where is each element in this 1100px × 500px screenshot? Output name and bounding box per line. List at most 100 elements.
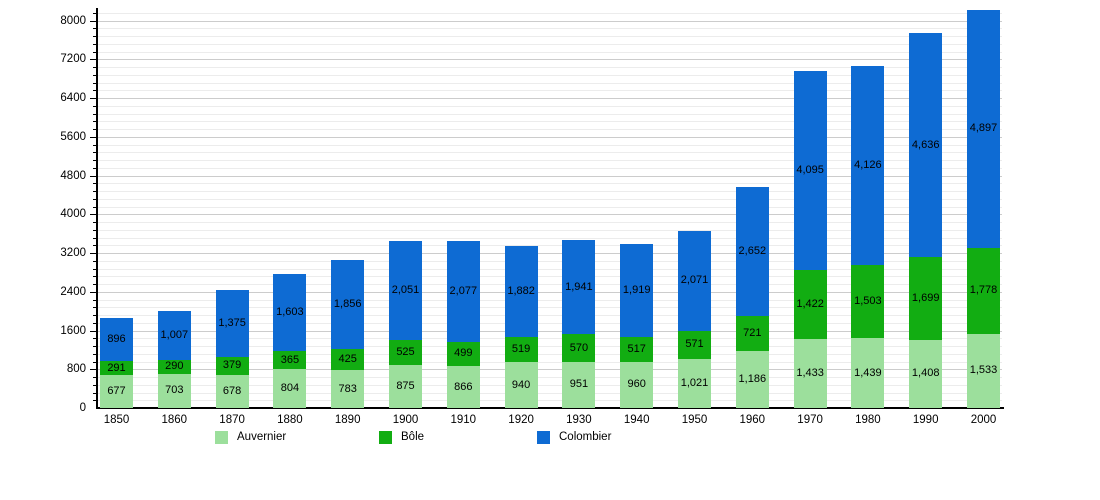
y-minor-tick bbox=[93, 12, 97, 14]
y-axis-label: 800 bbox=[66, 363, 86, 376]
segment-value-label: 783 bbox=[338, 382, 357, 395]
y-minor-tick bbox=[93, 74, 97, 76]
segment-bole-1940: 517 bbox=[620, 336, 654, 362]
segment-value-label: 571 bbox=[685, 338, 704, 351]
y-major-tick bbox=[90, 136, 97, 138]
y-major-tick bbox=[90, 369, 97, 371]
segment-colombier-1850: 896 bbox=[100, 317, 133, 362]
y-minor-tick bbox=[93, 299, 97, 301]
segment-bole-1970: 1,422 bbox=[793, 269, 827, 339]
gridline-minor bbox=[97, 353, 1002, 355]
segment-colombier-1990: 4,636 bbox=[909, 32, 943, 258]
y-axis-label: 2400 bbox=[60, 285, 86, 298]
x-axis-label: 1950 bbox=[681, 414, 708, 426]
segment-value-label: 4,636 bbox=[911, 138, 940, 151]
segment-value-label: 1,603 bbox=[276, 305, 304, 318]
y-minor-tick bbox=[93, 82, 97, 84]
y-major-tick bbox=[90, 98, 97, 99]
gridline-minor bbox=[97, 43, 1002, 45]
bar-1940: 1,919 517 960 bbox=[620, 243, 654, 408]
segment-value-label: 1,439 bbox=[854, 366, 882, 379]
segment-colombier-1920: 1,882 bbox=[504, 246, 538, 338]
bar-1990: 4,636 1,699 1,408 bbox=[909, 32, 943, 408]
bar-2000: 4,897 1,778 1,533 bbox=[967, 10, 1000, 408]
gridline-minor bbox=[97, 237, 1002, 239]
gridline-minor bbox=[97, 82, 1002, 84]
gridline-minor bbox=[97, 299, 1002, 301]
bole-swatch-icon bbox=[379, 430, 392, 444]
y-major-tick bbox=[90, 20, 97, 22]
segment-auvernier-1960: 1,186 bbox=[735, 350, 769, 408]
segment-value-label: 425 bbox=[338, 353, 357, 366]
y-axis-label: 0 bbox=[79, 402, 86, 414]
segment-auvernier-2000: 1,533 bbox=[967, 333, 1000, 408]
y-minor-tick bbox=[93, 51, 97, 53]
x-axis-label: 1930 bbox=[566, 414, 592, 426]
y-minor-tick bbox=[93, 28, 97, 30]
x-axis-label: 1860 bbox=[161, 414, 188, 426]
y-minor-tick bbox=[93, 315, 97, 316]
segment-bole-1910: 499 bbox=[446, 341, 480, 367]
segment-value-label: 1,375 bbox=[218, 316, 246, 329]
y-minor-tick bbox=[93, 160, 97, 161]
segment-auvernier-1850: 677 bbox=[100, 375, 133, 408]
gridline-minor bbox=[97, 28, 1002, 30]
legend-item-auvernier: Auvernier bbox=[215, 430, 286, 444]
segment-auvernier-1860: 703 bbox=[157, 373, 191, 408]
gridline-minor bbox=[97, 384, 1002, 386]
segment-value-label: 721 bbox=[743, 326, 762, 339]
bar-1930: 1,941 570 951 bbox=[562, 240, 596, 408]
segment-bole-1920: 519 bbox=[504, 337, 538, 363]
bar-1960: 2,652 721 1,186 bbox=[735, 187, 769, 408]
x-axis-label: 1890 bbox=[334, 414, 361, 426]
legend-label-auvernier: Auvernier bbox=[237, 431, 287, 443]
gridline-minor bbox=[97, 167, 1002, 169]
y-minor-tick bbox=[93, 152, 97, 154]
x-axis-label: 2000 bbox=[970, 414, 997, 426]
gridline-major bbox=[97, 59, 1002, 61]
gridline-major bbox=[97, 214, 1002, 216]
y-major-tick bbox=[90, 59, 97, 61]
y-minor-tick bbox=[93, 276, 97, 278]
segment-value-label: 1,021 bbox=[680, 376, 709, 389]
segment-value-label: 2,077 bbox=[449, 285, 478, 298]
y-major-tick bbox=[90, 175, 97, 177]
gridline-minor bbox=[97, 113, 1002, 115]
segment-value-label: 1,778 bbox=[969, 284, 998, 297]
y-axis-label: 8000 bbox=[60, 14, 86, 27]
bar-1860: 1,007 290 703 bbox=[157, 311, 191, 408]
gridline-minor bbox=[97, 276, 1002, 278]
x-axis-label: 1990 bbox=[912, 414, 939, 426]
gridline-minor bbox=[97, 67, 1002, 68]
gridline-major bbox=[97, 136, 1002, 138]
y-minor-tick bbox=[93, 229, 97, 231]
segment-colombier-1890: 1,856 bbox=[331, 259, 365, 350]
segment-bole-1930: 570 bbox=[562, 334, 596, 362]
gridline-major bbox=[97, 369, 1002, 371]
y-axis-label: 6400 bbox=[60, 92, 86, 104]
y-axis-label: 5600 bbox=[60, 130, 86, 143]
x-axis-label: 1880 bbox=[277, 414, 303, 426]
segment-bole-2000: 1,778 bbox=[967, 247, 1000, 334]
gridline-minor bbox=[97, 222, 1002, 223]
legend-item-bole: Bôle bbox=[379, 430, 424, 444]
gridline-major bbox=[97, 253, 1002, 254]
gridline-minor bbox=[97, 392, 1002, 394]
segment-colombier-1910: 2,077 bbox=[446, 241, 480, 342]
segment-auvernier-1920: 940 bbox=[504, 362, 538, 408]
y-minor-tick bbox=[93, 222, 97, 223]
segment-colombier-1940: 1,919 bbox=[620, 243, 654, 337]
y-minor-tick bbox=[93, 198, 97, 200]
segment-value-label: 4,095 bbox=[796, 164, 824, 177]
y-minor-tick bbox=[93, 361, 97, 363]
y-minor-tick bbox=[93, 113, 97, 115]
x-axis-label: 1970 bbox=[797, 414, 823, 426]
y-minor-tick bbox=[93, 191, 97, 192]
segment-value-label: 519 bbox=[511, 343, 531, 356]
gridline-minor bbox=[97, 144, 1002, 146]
gridline-minor bbox=[97, 74, 1002, 76]
gridline-minor bbox=[97, 338, 1002, 340]
gridline-minor bbox=[97, 245, 1002, 247]
segment-bole-1900: 525 bbox=[389, 340, 422, 366]
